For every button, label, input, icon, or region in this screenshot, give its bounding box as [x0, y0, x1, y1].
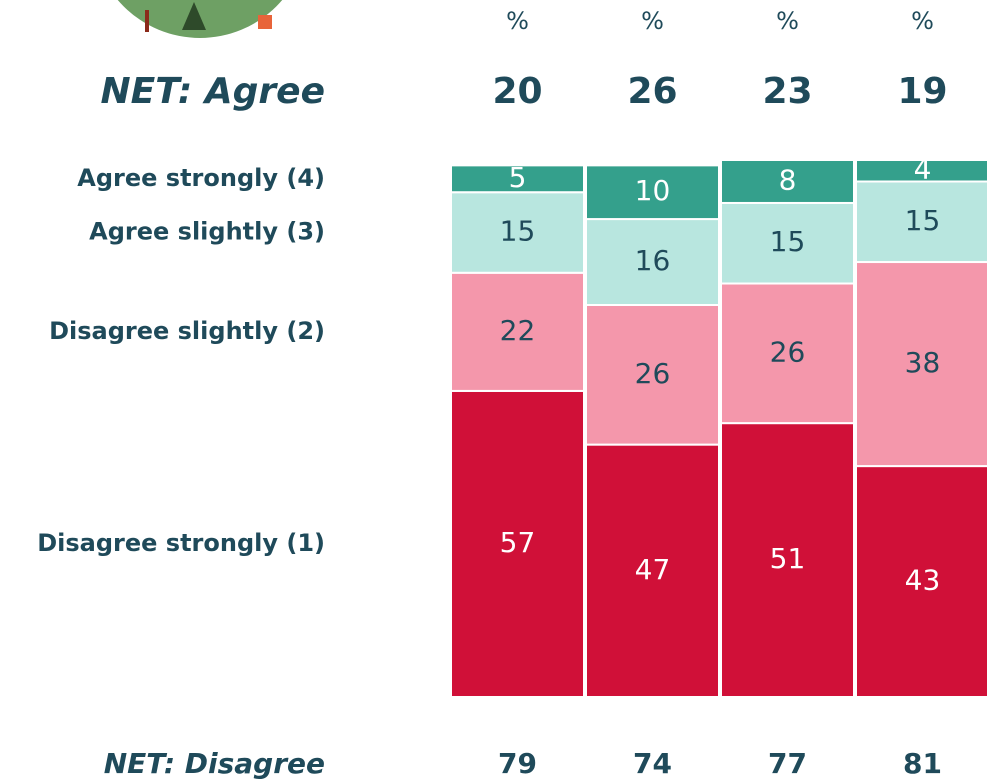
net-agree-value: 20 — [492, 71, 542, 112]
bar-segment — [450, 164, 585, 194]
bar-segment — [855, 465, 987, 698]
data-label: 8 — [779, 163, 797, 196]
net-disagree-value: 77 — [768, 747, 807, 780]
legend-label: Disagree slightly (2) — [49, 317, 325, 345]
bar-segment — [450, 271, 585, 392]
unit-label: % — [911, 7, 934, 35]
net-disagree-value: 74 — [633, 747, 672, 780]
bar-segment — [450, 191, 585, 274]
net-agree-value: 19 — [897, 71, 947, 112]
unit-label: % — [776, 7, 799, 35]
data-label: 47 — [635, 553, 671, 586]
legend-label: Agree strongly (4) — [77, 164, 325, 192]
data-label: 15 — [905, 204, 941, 237]
net-agree-value: 26 — [627, 71, 677, 112]
data-label: 38 — [905, 346, 941, 379]
bar-segment — [585, 164, 720, 221]
unit-label: % — [641, 7, 664, 35]
bar-segment — [855, 180, 987, 264]
data-label: 10 — [635, 174, 671, 207]
data-label: 15 — [500, 214, 536, 247]
data-label: 16 — [635, 244, 671, 277]
net-agree-value: 23 — [762, 71, 812, 112]
data-label: 5 — [509, 161, 527, 194]
bar-segment — [585, 218, 720, 306]
data-label: 26 — [770, 335, 806, 368]
bar-segment — [450, 389, 585, 698]
bar-segment — [585, 443, 720, 698]
data-label: 57 — [500, 526, 536, 559]
bar-segment — [720, 422, 855, 698]
bar-segment — [585, 303, 720, 446]
data-label: 15 — [770, 225, 806, 258]
bar-segment — [855, 159, 987, 183]
bar-segment — [855, 261, 987, 468]
data-label: 4 — [914, 153, 932, 186]
data-label: 51 — [770, 542, 806, 575]
unit-label: % — [506, 7, 529, 35]
data-label: 26 — [635, 357, 671, 390]
net-disagree-value: 81 — [903, 747, 942, 780]
decorative-badge — [117, 0, 283, 38]
bar-segment — [720, 201, 855, 285]
data-label: 43 — [905, 564, 941, 597]
legend-label: Agree slightly (3) — [89, 217, 325, 245]
data-label: 22 — [500, 314, 536, 347]
net-disagree-value: 79 — [498, 747, 537, 780]
net-disagree-label: NET: Disagree — [104, 747, 325, 780]
bar-segment — [720, 159, 855, 204]
legend-label: Disagree strongly (1) — [37, 529, 325, 557]
net-agree-label: NET: Agree — [101, 71, 325, 112]
bar-segment — [720, 282, 855, 425]
